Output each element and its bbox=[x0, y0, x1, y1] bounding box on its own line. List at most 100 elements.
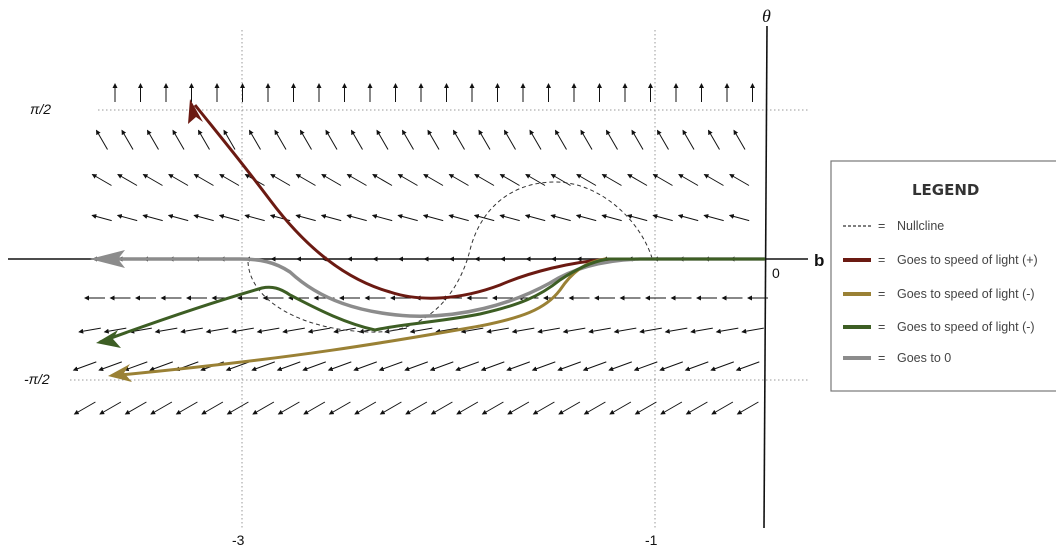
field-arrow bbox=[478, 129, 491, 150]
legend-label-zero: Goes to 0 bbox=[897, 351, 951, 365]
trajectories bbox=[90, 99, 765, 382]
theta-axis-label: θ bbox=[762, 6, 771, 26]
field-arrow bbox=[321, 173, 342, 186]
field-arrow bbox=[736, 401, 759, 415]
field-arrow bbox=[529, 129, 542, 150]
field-arrow bbox=[707, 129, 720, 150]
legend-label-plus: Goes to speed of light (+) bbox=[897, 253, 1038, 267]
field-arrow bbox=[473, 214, 495, 222]
field-arrow bbox=[537, 327, 560, 334]
field-arrow bbox=[252, 401, 275, 415]
trajectory-speed-of-light-plus bbox=[193, 104, 765, 300]
field-arrow bbox=[328, 401, 351, 415]
field-arrow bbox=[72, 361, 97, 372]
trajectory-gold-arrowhead bbox=[108, 364, 132, 382]
trajectory-speed-of-light-minus-gold bbox=[119, 257, 765, 377]
trajectory-green-arrowhead bbox=[96, 330, 121, 348]
y-tick-minus-pi-half: -π/2 bbox=[24, 371, 50, 387]
field-arrow bbox=[346, 173, 367, 186]
field-arrow bbox=[205, 327, 229, 334]
field-arrow bbox=[142, 214, 163, 222]
field-arrow bbox=[193, 214, 214, 222]
field-arrow bbox=[376, 129, 389, 150]
field-arrow bbox=[627, 173, 648, 186]
legend-separator: = bbox=[878, 219, 885, 233]
field-arrow bbox=[735, 361, 760, 372]
y-tick-pi-half: π/2 bbox=[30, 101, 51, 117]
legend-separator: = bbox=[878, 351, 885, 365]
field-arrow bbox=[175, 401, 198, 415]
legend: LEGEND = Nullcline = Goes to speed of li… bbox=[830, 160, 1056, 392]
field-arrow bbox=[231, 327, 254, 334]
field-arrow bbox=[142, 173, 163, 186]
vertical-axis bbox=[763, 25, 768, 529]
field-arrow bbox=[435, 327, 458, 334]
field-arrow bbox=[167, 214, 189, 222]
field-arrow bbox=[474, 173, 495, 186]
field-arrow bbox=[532, 401, 555, 415]
legend-label-nullcline: Nullcline bbox=[897, 219, 944, 233]
field-arrow bbox=[728, 214, 750, 222]
field-arrow bbox=[659, 361, 683, 372]
field-arrow bbox=[703, 214, 724, 222]
field-arrow bbox=[554, 129, 567, 150]
field-arrow bbox=[346, 214, 367, 222]
trajectory-plus-arrowhead bbox=[188, 99, 203, 124]
field-arrow bbox=[480, 361, 505, 372]
trajectory-gray-arrowhead bbox=[90, 250, 125, 268]
field-arrow bbox=[678, 173, 699, 186]
field-arrow bbox=[226, 401, 249, 415]
field-arrow bbox=[608, 361, 632, 372]
field-arrow bbox=[397, 173, 418, 186]
field-arrow bbox=[95, 129, 108, 150]
field-arrow bbox=[710, 361, 734, 372]
field-arrow bbox=[168, 173, 189, 186]
field-arrow bbox=[303, 401, 326, 415]
field-arrow bbox=[664, 327, 688, 334]
x-tick-minus1: -1 bbox=[645, 532, 658, 548]
field-arrow bbox=[405, 401, 428, 415]
b-axis-label: b bbox=[814, 251, 824, 270]
field-arrow bbox=[448, 173, 469, 186]
field-arrow bbox=[218, 214, 240, 222]
field-arrow bbox=[124, 401, 147, 415]
legend-label-minus-green: Goes to speed of light (-) bbox=[897, 320, 1035, 334]
field-arrow bbox=[525, 173, 546, 186]
field-arrow bbox=[524, 214, 546, 222]
field-arrow bbox=[660, 401, 683, 415]
field-arrow bbox=[73, 401, 96, 415]
field-arrow bbox=[511, 327, 535, 334]
field-arrow bbox=[302, 361, 326, 372]
field-arrow bbox=[605, 129, 618, 150]
field-arrow bbox=[422, 214, 444, 222]
legend-box bbox=[830, 160, 1056, 392]
origin-label: 0 bbox=[772, 265, 780, 281]
field-arrow bbox=[325, 129, 338, 150]
field-arrow bbox=[499, 214, 520, 222]
field-arrow bbox=[103, 327, 127, 334]
field-arrow bbox=[427, 129, 440, 150]
field-arrow bbox=[172, 129, 185, 150]
field-arrow bbox=[379, 401, 402, 415]
field-arrow bbox=[193, 173, 214, 186]
field-arrow bbox=[154, 327, 178, 334]
field-arrow bbox=[354, 401, 377, 415]
field-arrow bbox=[146, 129, 159, 150]
field-arrow bbox=[550, 173, 571, 186]
field-arrow bbox=[652, 173, 673, 186]
field-arrow bbox=[733, 129, 746, 150]
field-arrow bbox=[277, 401, 300, 415]
field-arrow bbox=[715, 327, 739, 334]
field-arrow bbox=[223, 129, 236, 150]
field-arrow bbox=[580, 129, 593, 150]
field-arrow bbox=[499, 173, 520, 186]
field-arrow bbox=[121, 129, 134, 150]
field-arrow bbox=[506, 361, 530, 372]
field-arrow bbox=[180, 327, 203, 334]
field-arrow bbox=[423, 173, 444, 186]
field-arrow bbox=[507, 401, 530, 415]
field-arrow bbox=[197, 129, 210, 150]
reference-lines bbox=[70, 30, 808, 530]
field-arrow bbox=[609, 401, 632, 415]
